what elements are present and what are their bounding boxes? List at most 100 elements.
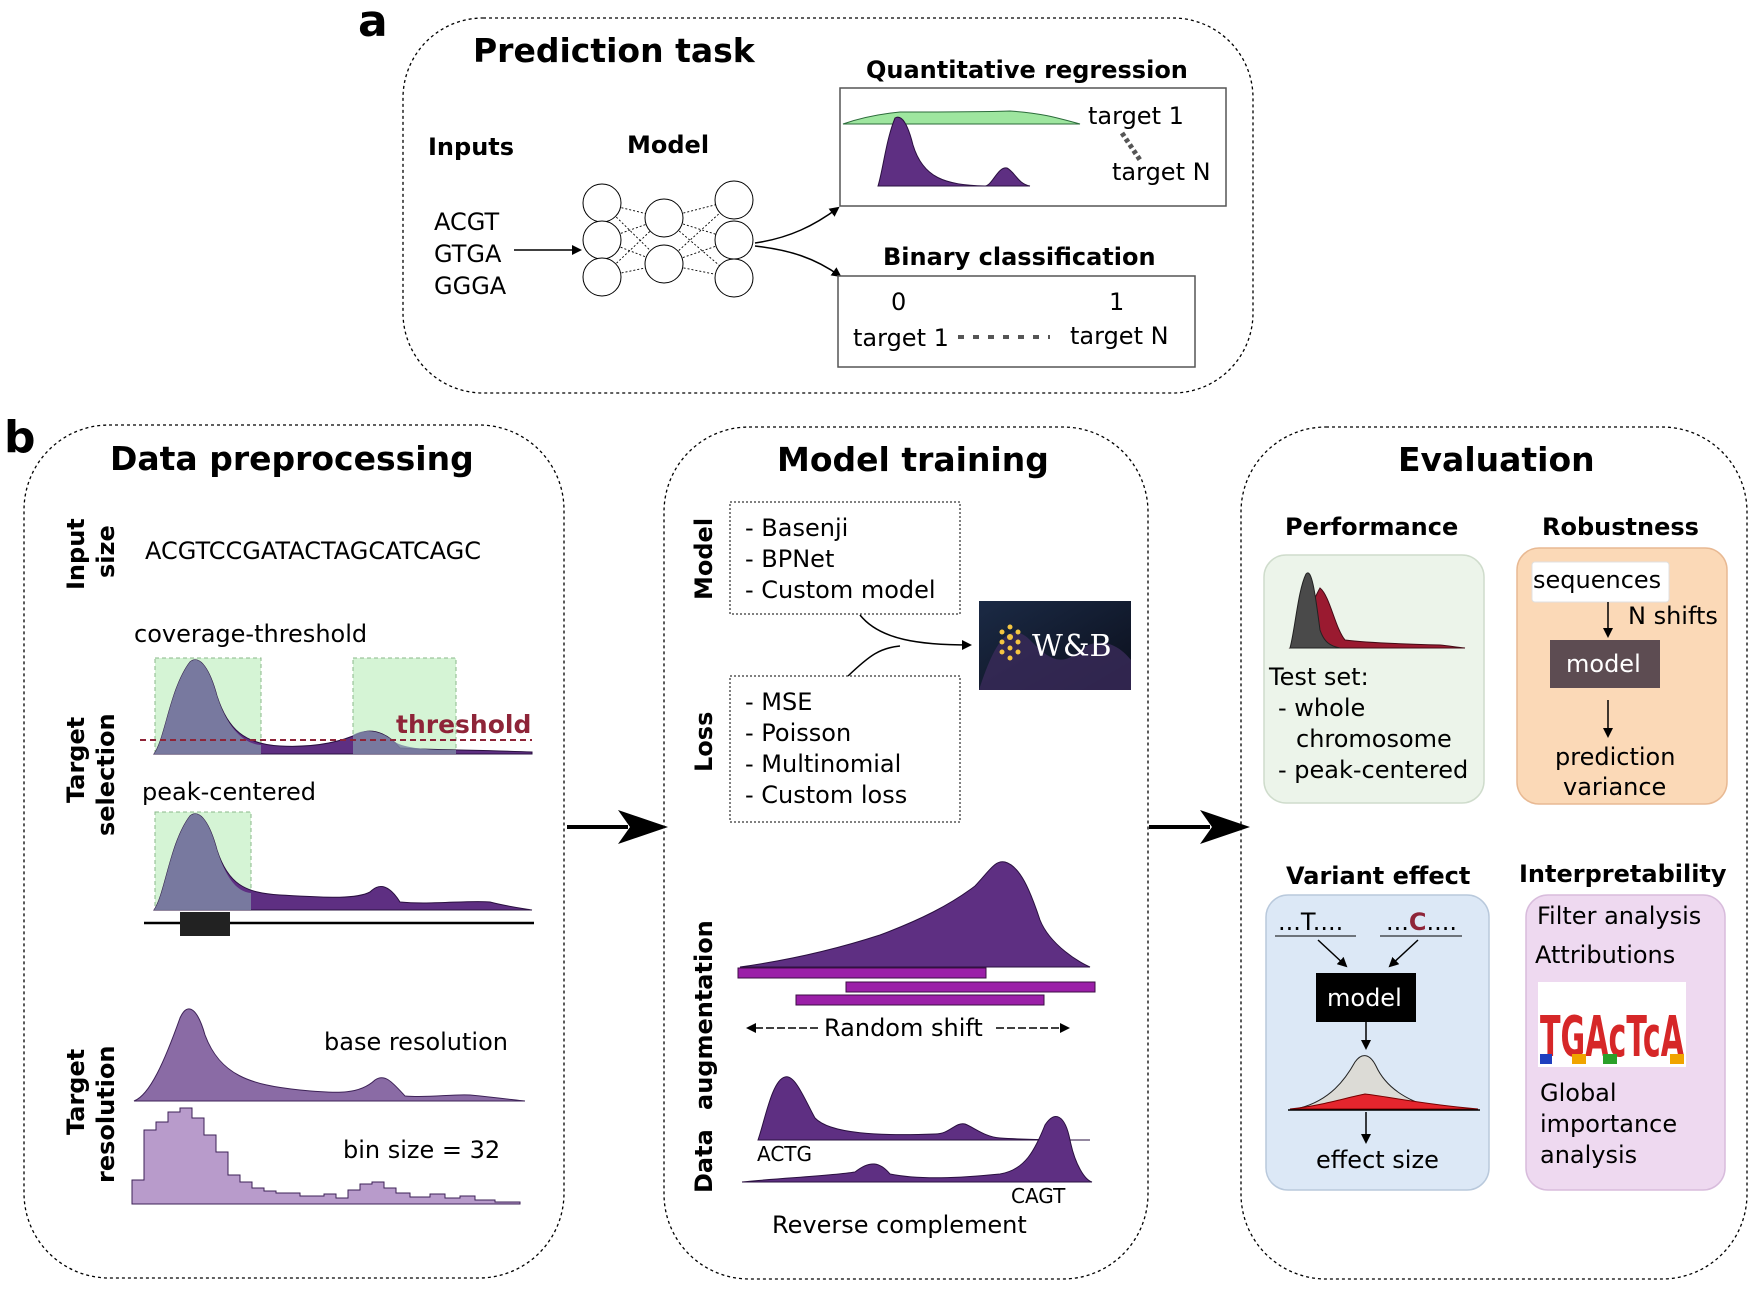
class-one: 1 (1109, 288, 1124, 316)
performance-title: Performance (1285, 513, 1458, 541)
target-resolution-label-2: resolution (92, 1046, 120, 1183)
target-resolution-label-1: Target (62, 1049, 90, 1135)
test-item-whole: - whole (1278, 694, 1365, 722)
training-model-label: Model (690, 518, 718, 600)
regression-arrow (754, 206, 840, 244)
augmentation-label-1: Data (690, 1129, 718, 1193)
robustness-sequences: sequences (1533, 566, 1661, 594)
base-resolution-track (133, 1008, 526, 1102)
motif-logo-base-c2 (1670, 1054, 1684, 1064)
variant-effect-card (1265, 894, 1490, 1191)
test-set-label: Test set: (1268, 663, 1369, 691)
effect-size-label: effect size (1316, 1146, 1439, 1174)
filter-analysis-label: Filter analysis (1537, 902, 1701, 930)
panel-a: a Prediction task Inputs Model ACGT GTGA… (358, 0, 1254, 394)
variant-effect-title: Variant effect (1286, 862, 1470, 890)
motif-logo-base-g (1572, 1054, 1586, 1064)
cagt-label: CAGT (1011, 1184, 1066, 1208)
variant-seq-c: ...C.... (1386, 908, 1457, 936)
variant-model-box (1316, 973, 1416, 1022)
classification-box (837, 275, 1196, 368)
target-selection-label-1: Target (62, 717, 90, 803)
model-label-a: Model (627, 131, 709, 159)
sequence-3: GGGA (434, 272, 507, 300)
coverage-track-highlight-2 (353, 730, 456, 754)
inputs-label: Inputs (428, 133, 514, 161)
shift-track (739, 861, 1091, 968)
robustness-variance: variance (1563, 773, 1666, 801)
variant-red-curve (1289, 1093, 1479, 1110)
robustness-prediction: prediction (1555, 743, 1675, 771)
variant-seq-c-prefix: ... (1386, 908, 1409, 936)
loss-item-mse: - MSE (745, 688, 812, 716)
shift-bar-2 (845, 981, 1096, 993)
regression-target-1: target 1 (1088, 102, 1184, 130)
shift-bar-1 (737, 967, 987, 979)
threshold-label: threshold (396, 710, 531, 739)
coverage-threshold-label: coverage-threshold (134, 620, 367, 648)
global-importance-line-1: Global (1540, 1079, 1617, 1107)
sequence-1: ACGT (434, 208, 499, 236)
base-resolution-label: base resolution (324, 1028, 508, 1056)
robustness-model: model (1566, 650, 1641, 678)
loss-item-poisson: - Poisson (745, 719, 851, 747)
test-item-chromosome: chromosome (1296, 725, 1452, 753)
forward-strand-track (757, 1076, 1091, 1141)
peak-track-highlight (154, 813, 251, 910)
variant-arrow-right (1388, 939, 1419, 968)
interpretability-title: Interpretability (1519, 860, 1727, 888)
coverage-track-highlight (154, 659, 261, 754)
input-size-label-2: size (92, 525, 120, 578)
loss-to-wandb-arrow (847, 645, 901, 677)
actg-label: ACTG (757, 1142, 812, 1166)
evaluation-title: Evaluation (1398, 440, 1595, 479)
panel-a-box (402, 17, 1254, 394)
variant-seq-t: ...T.... (1278, 908, 1343, 936)
variant-seq-c-letter: C (1409, 908, 1427, 936)
attributions-label: Attributions (1535, 941, 1675, 969)
evaluation-box (1240, 426, 1748, 1280)
input-size-label-1: Input (62, 518, 90, 590)
variant-arrow-left (1317, 939, 1348, 968)
neural-network-icon (582, 180, 754, 298)
evaluation-panel: Evaluation Performance Test set: - whole… (1240, 426, 1748, 1280)
global-importance-line-3: analysis (1540, 1141, 1637, 1169)
class-zero: 0 (891, 288, 906, 316)
variant-grey-curve (1299, 1055, 1441, 1109)
motif-logo: TGAcTcA (1538, 982, 1686, 1070)
preprocessing-title: Data preprocessing (110, 439, 474, 478)
test-item-peak-centered: - peak-centered (1278, 756, 1468, 784)
wandb-logo-text: W&B (1032, 629, 1112, 664)
regression-target-n: target N (1112, 158, 1211, 186)
class-target-1: target 1 (853, 324, 949, 352)
sequences-box (1531, 561, 1670, 603)
augmentation-label-2: augmentation (690, 920, 718, 1110)
model-list-box (729, 501, 961, 615)
wandb-logo: W&B (979, 601, 1131, 690)
random-shift-label: Random shift (824, 1014, 983, 1042)
flow-arrow-1 (567, 810, 668, 844)
classification-arrow (754, 245, 842, 278)
loss-item-multinomial: - Multinomial (745, 750, 901, 778)
motif-logo-background (1538, 982, 1686, 1067)
regression-dotted-link (1119, 131, 1143, 162)
peak-centered-label: peak-centered (142, 778, 316, 806)
performance-grey-curve (1289, 572, 1341, 649)
model-item-basenji: - Basenji (745, 514, 848, 542)
binned-track (131, 1107, 521, 1205)
variant-seq-c-suffix: .... (1427, 908, 1458, 936)
target-selection-label-2: selection (92, 713, 120, 836)
panel-a-letter: a (358, 0, 388, 47)
peak-center-block (180, 912, 230, 936)
preprocessing-panel: Data preprocessing Input size ACGTCCGATA… (23, 424, 565, 1279)
flow-arrow-2 (1149, 810, 1250, 844)
robustness-n-shifts: N shifts (1628, 602, 1718, 630)
robustness-model-box (1550, 640, 1660, 688)
bin-size-label: bin size = 32 (343, 1136, 500, 1164)
regression-purple-track (877, 116, 1031, 187)
motif-logo-base-c1 (1540, 1054, 1552, 1064)
classification-title: Binary classification (883, 243, 1156, 271)
class-target-n: target N (1070, 322, 1169, 350)
input-sequence: ACGTCCGATACTAGCATCAGC (145, 537, 481, 565)
